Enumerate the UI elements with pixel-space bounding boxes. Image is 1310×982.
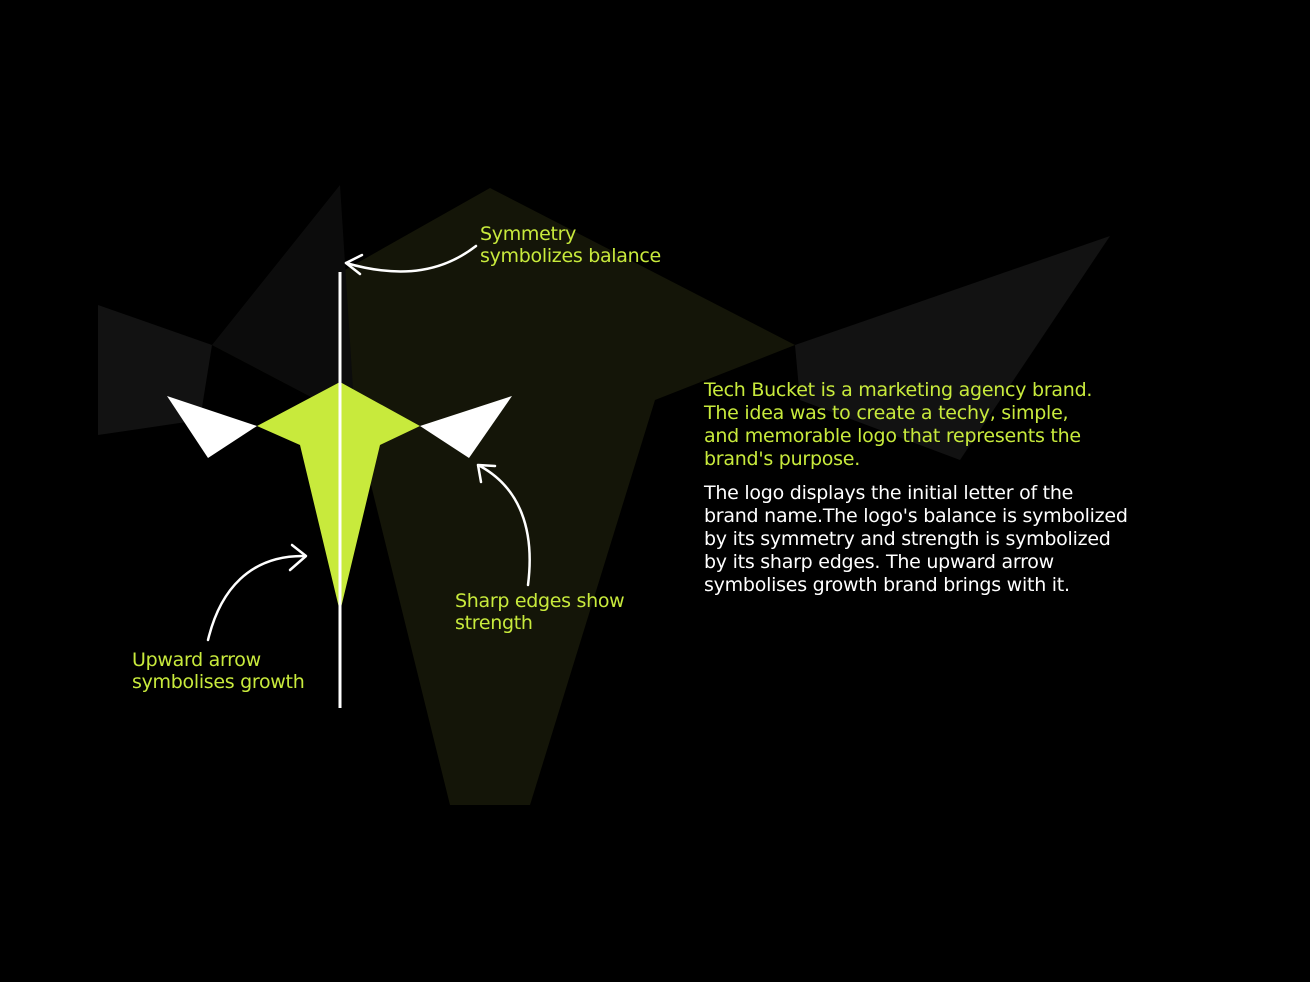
annotation-arrows bbox=[206, 244, 531, 642]
description-line: symbolises growth brand brings with it. bbox=[704, 574, 1070, 596]
upward-arrow-annotation-line-1: Upward arrow bbox=[132, 649, 261, 671]
sharp-edges-annotation-line-1: Sharp edges show bbox=[455, 590, 625, 612]
symmetry-annotation: Symmetry symbolizes balance bbox=[480, 223, 661, 267]
upward-arrow-annotation: Upward arrow symbolises growth bbox=[132, 649, 305, 693]
symmetry-annotation-line-2: symbolizes balance bbox=[480, 245, 661, 267]
upward-arrow-pointer-icon bbox=[206, 543, 308, 642]
intro-line: and memorable logo that represents the bbox=[704, 425, 1081, 447]
intro-paragraph: Tech Bucket is a marketing agency brand.… bbox=[704, 379, 1092, 471]
background-logo-watermark bbox=[98, 185, 1110, 805]
description-line: by its symmetry and strength is symboliz… bbox=[704, 528, 1111, 550]
symmetry-arrow-icon bbox=[344, 244, 478, 276]
description-paragraph: The logo displays the initial letter of … bbox=[704, 482, 1128, 597]
logo-left-wing bbox=[167, 396, 257, 458]
watermark-body bbox=[212, 188, 795, 805]
sharp-edges-annotation-line-2: strength bbox=[455, 612, 533, 634]
watermark-right-wing bbox=[795, 236, 1110, 460]
intro-line: The idea was to create a techy, simple, bbox=[704, 402, 1069, 424]
watermark-body-shade bbox=[212, 185, 355, 420]
description-line: brand name.The logo's balance is symboli… bbox=[704, 505, 1128, 527]
description-line: The logo displays the initial letter of … bbox=[704, 482, 1074, 504]
intro-line: brand's purpose. bbox=[704, 448, 861, 470]
sharp-edges-annotation: Sharp edges show strength bbox=[455, 590, 625, 634]
logo-right-wing bbox=[420, 396, 512, 458]
symmetry-annotation-line-1: Symmetry bbox=[480, 223, 577, 245]
sharp-edges-arrow-icon bbox=[476, 463, 531, 587]
upward-arrow-annotation-line-2: symbolises growth bbox=[132, 671, 305, 693]
description-line: by its sharp edges. The upward arrow bbox=[704, 551, 1054, 573]
intro-line: Tech Bucket is a marketing agency brand. bbox=[704, 379, 1093, 401]
